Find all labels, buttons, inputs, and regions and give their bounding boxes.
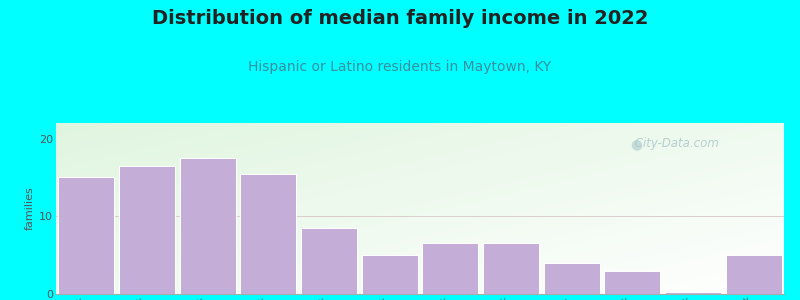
Bar: [665, 292, 721, 294]
Bar: [119, 166, 175, 294]
Bar: [301, 228, 357, 294]
Text: Hispanic or Latino residents in Maytown, KY: Hispanic or Latino residents in Maytown,…: [248, 60, 552, 74]
Bar: [180, 158, 235, 294]
Bar: [362, 255, 418, 294]
Y-axis label: families: families: [25, 187, 35, 230]
Bar: [58, 177, 114, 294]
Bar: [422, 244, 478, 294]
Bar: [605, 271, 660, 294]
Bar: [726, 255, 782, 294]
Text: City-Data.com: City-Data.com: [631, 137, 718, 150]
Bar: [483, 244, 539, 294]
Bar: [241, 173, 296, 294]
Bar: [544, 263, 599, 294]
Text: Distribution of median family income in 2022: Distribution of median family income in …: [152, 9, 648, 28]
Text: ●: ●: [630, 137, 642, 152]
